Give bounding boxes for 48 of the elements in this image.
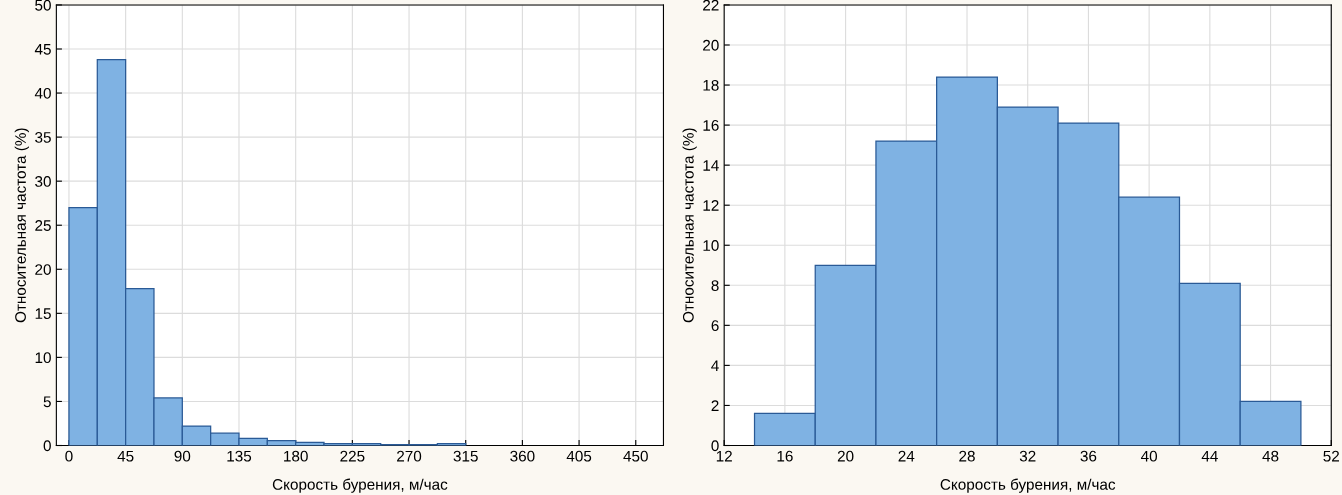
y-tick-label: 25 [35,220,51,231]
y-tick-label: 2 [711,400,719,411]
y-tick-label: 0 [43,440,51,452]
y-tick-label: 4 [711,360,719,371]
x-tick-label: 135 [227,450,252,462]
y-tick-label: 12 [703,200,719,211]
x-tick-label: 24 [898,450,915,462]
x-tick-label: 45 [117,450,134,462]
x-tick-label: 48 [1262,450,1279,462]
x-tick-label: 20 [837,450,854,462]
y-tick-label: 20 [35,264,51,275]
x-tick-label: 225 [340,450,365,462]
x-tick-label: 360 [510,450,535,462]
y-tick-label: 6 [711,320,719,332]
y-tick-label: 45 [34,44,51,55]
y-tick-label: 0 [711,440,719,452]
y-tick-label: 50 [35,0,51,11]
x-tick-label: 36 [1080,450,1097,462]
y-tick-label: 16 [703,119,719,131]
y-tick-label: 22 [703,0,719,11]
x-tick-label: 44 [1201,450,1218,462]
y-tick-label: 10 [35,352,51,364]
x-tick-label: 16 [777,450,793,462]
y-tick-label: 15 [35,308,51,320]
y-tick-label: 20 [703,39,719,51]
x-tick-label: 315 [453,450,478,462]
x-tick-label: 450 [623,450,648,462]
y-axis-title: Относительная частота (%) [14,128,29,323]
y-tick-label: 40 [34,87,51,99]
x-tick-label: 90 [174,450,191,462]
x-tick-label: 32 [1019,450,1036,462]
y-tick-label: 5 [43,396,51,408]
y-tick-label: 35 [35,131,51,143]
y-tick-label: 30 [35,176,51,187]
y-axis-title: Относительная частота (%) [682,128,697,323]
x-axis-title: Скорость бурения, м/час [940,478,1116,493]
y-tick-label: 10 [703,240,719,251]
x-tick-label: 28 [959,450,975,462]
y-tick-label: 14 [703,160,719,171]
x-tick-label: 180 [284,450,308,462]
y-tick-label: 8 [711,280,719,291]
x-tick-label: 405 [566,450,592,462]
x-tick-label: 270 [397,450,422,462]
x-tick-label: 52 [1323,450,1339,462]
x-tick-label: 0 [65,450,73,462]
x-tick-label: 40 [1140,450,1158,462]
y-tick-label: 18 [703,79,719,91]
x-axis-title: Скорость бурения, м/час [272,478,448,493]
